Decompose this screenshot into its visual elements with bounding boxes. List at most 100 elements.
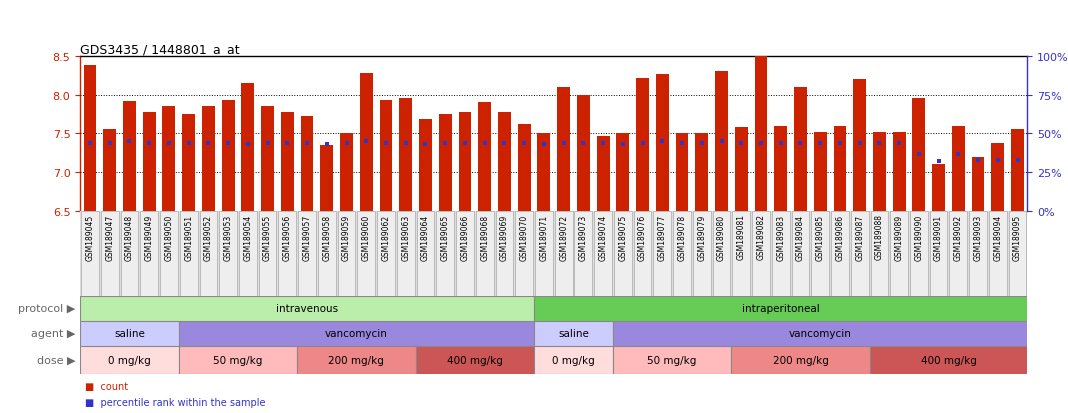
- FancyBboxPatch shape: [752, 211, 770, 296]
- Text: GSM189073: GSM189073: [579, 214, 587, 260]
- Bar: [399, 99, 412, 211]
- FancyBboxPatch shape: [535, 211, 553, 296]
- Bar: [534, 296, 1027, 321]
- Text: GSM189095: GSM189095: [1014, 214, 1022, 260]
- Bar: [676, 134, 689, 211]
- Text: GSM189055: GSM189055: [263, 214, 272, 260]
- Text: 50 mg/kg: 50 mg/kg: [647, 355, 696, 365]
- Text: 200 mg/kg: 200 mg/kg: [772, 355, 829, 365]
- Bar: [123, 102, 136, 211]
- Bar: [80, 296, 534, 321]
- FancyBboxPatch shape: [160, 211, 177, 296]
- Bar: [869, 346, 1027, 374]
- Bar: [183, 115, 195, 211]
- FancyBboxPatch shape: [377, 211, 395, 296]
- Text: GSM189078: GSM189078: [677, 214, 687, 260]
- Text: GSM189050: GSM189050: [164, 214, 173, 260]
- Text: GSM189058: GSM189058: [323, 214, 331, 260]
- Bar: [360, 74, 373, 211]
- Text: GSM189082: GSM189082: [756, 214, 766, 260]
- Bar: [222, 101, 235, 211]
- Bar: [178, 346, 297, 374]
- FancyBboxPatch shape: [81, 211, 99, 296]
- FancyBboxPatch shape: [219, 211, 237, 296]
- Text: agent ▶: agent ▶: [31, 329, 76, 339]
- FancyBboxPatch shape: [969, 211, 987, 296]
- Text: vancomycin: vancomycin: [325, 329, 388, 339]
- Bar: [80, 321, 178, 346]
- FancyBboxPatch shape: [910, 211, 928, 296]
- FancyBboxPatch shape: [989, 211, 1007, 296]
- FancyBboxPatch shape: [891, 211, 908, 296]
- Bar: [415, 346, 534, 374]
- Text: GSM189047: GSM189047: [106, 214, 114, 260]
- Text: dose ▶: dose ▶: [37, 355, 76, 365]
- Text: GSM189048: GSM189048: [125, 214, 134, 260]
- Bar: [932, 165, 945, 211]
- Bar: [340, 134, 352, 211]
- FancyBboxPatch shape: [575, 211, 593, 296]
- Text: GSM189049: GSM189049: [144, 214, 154, 260]
- Bar: [557, 88, 570, 211]
- Bar: [262, 107, 274, 211]
- Bar: [893, 133, 906, 211]
- Text: GSM189084: GSM189084: [796, 214, 805, 260]
- FancyBboxPatch shape: [772, 211, 789, 296]
- FancyBboxPatch shape: [337, 211, 356, 296]
- Text: GSM189089: GSM189089: [895, 214, 904, 260]
- Text: 0 mg/kg: 0 mg/kg: [108, 355, 151, 365]
- Text: GSM189086: GSM189086: [835, 214, 845, 260]
- FancyBboxPatch shape: [1008, 211, 1026, 296]
- Text: GSM189065: GSM189065: [441, 214, 450, 260]
- Text: GSM189087: GSM189087: [855, 214, 864, 260]
- Bar: [478, 103, 491, 211]
- FancyBboxPatch shape: [258, 211, 277, 296]
- FancyBboxPatch shape: [870, 211, 889, 296]
- FancyBboxPatch shape: [554, 211, 572, 296]
- Bar: [518, 125, 531, 211]
- Text: 200 mg/kg: 200 mg/kg: [329, 355, 384, 365]
- FancyBboxPatch shape: [673, 211, 691, 296]
- Text: GSM189094: GSM189094: [993, 214, 1002, 260]
- Text: GSM189081: GSM189081: [737, 214, 745, 260]
- Text: GSM189054: GSM189054: [244, 214, 252, 260]
- FancyBboxPatch shape: [200, 211, 217, 296]
- FancyBboxPatch shape: [712, 211, 731, 296]
- Bar: [912, 99, 925, 211]
- Text: GSM189053: GSM189053: [223, 214, 233, 260]
- Text: GSM189060: GSM189060: [362, 214, 371, 260]
- FancyBboxPatch shape: [791, 211, 810, 296]
- Bar: [637, 78, 649, 211]
- FancyBboxPatch shape: [496, 211, 514, 296]
- Text: ■  percentile rank within the sample: ■ percentile rank within the sample: [85, 397, 266, 407]
- Text: saline: saline: [559, 329, 588, 339]
- Bar: [597, 136, 610, 211]
- FancyBboxPatch shape: [654, 211, 671, 296]
- FancyBboxPatch shape: [949, 211, 968, 296]
- Bar: [755, 45, 768, 211]
- Text: GSM189064: GSM189064: [421, 214, 430, 260]
- FancyBboxPatch shape: [515, 211, 533, 296]
- Text: GSM189070: GSM189070: [520, 214, 529, 260]
- Bar: [104, 130, 116, 211]
- Bar: [534, 321, 613, 346]
- Bar: [833, 126, 846, 211]
- FancyBboxPatch shape: [100, 211, 119, 296]
- Text: saline: saline: [114, 329, 145, 339]
- Bar: [419, 120, 431, 211]
- Bar: [873, 133, 885, 211]
- Bar: [80, 346, 178, 374]
- FancyBboxPatch shape: [831, 211, 849, 296]
- Bar: [616, 134, 629, 211]
- Bar: [297, 346, 415, 374]
- Bar: [439, 115, 452, 211]
- Text: protocol ▶: protocol ▶: [18, 304, 76, 313]
- Text: GSM189063: GSM189063: [402, 214, 410, 260]
- Text: GSM189076: GSM189076: [638, 214, 647, 260]
- Bar: [241, 84, 254, 211]
- Bar: [281, 112, 294, 211]
- Text: 50 mg/kg: 50 mg/kg: [214, 355, 263, 365]
- Text: GSM189056: GSM189056: [283, 214, 292, 260]
- FancyBboxPatch shape: [318, 211, 335, 296]
- Text: GSM189080: GSM189080: [717, 214, 726, 260]
